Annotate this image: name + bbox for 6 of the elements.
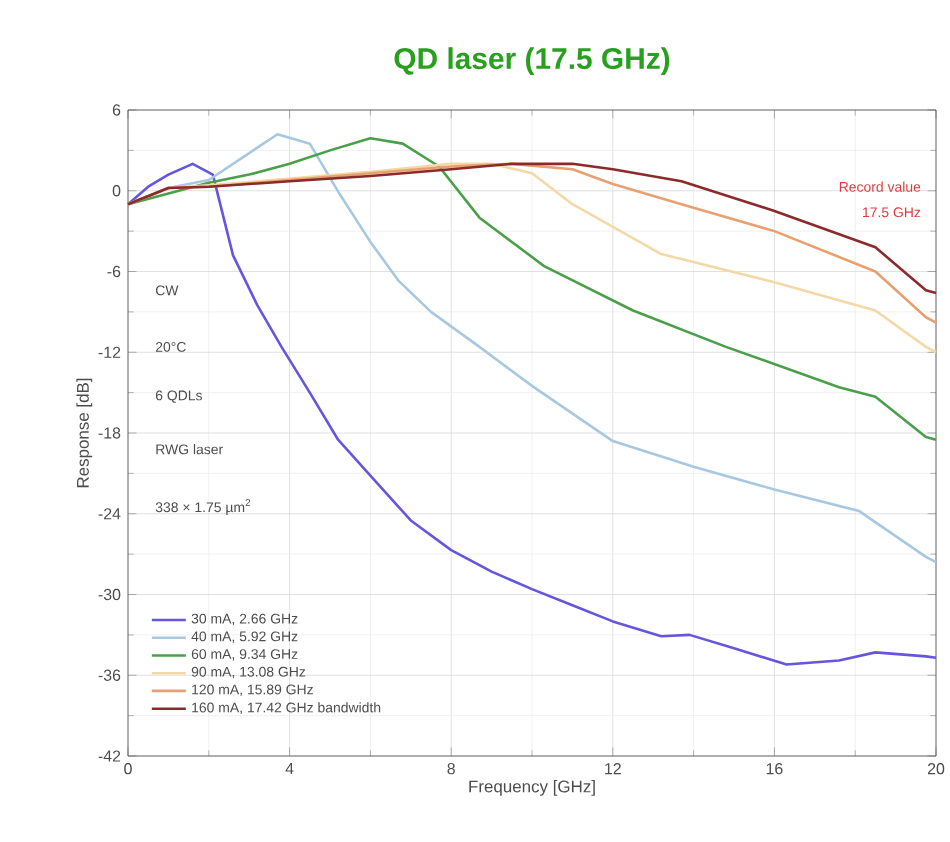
line-series (126, 162, 938, 295)
chart-title: QD laser (17.5 GHz) (394, 47, 670, 76)
line-series (126, 136, 938, 442)
line-series (126, 162, 938, 666)
y-axis-title: Response [dB] (76, 378, 93, 488)
x-axis-title: Frequency [GHz] (469, 780, 595, 796)
